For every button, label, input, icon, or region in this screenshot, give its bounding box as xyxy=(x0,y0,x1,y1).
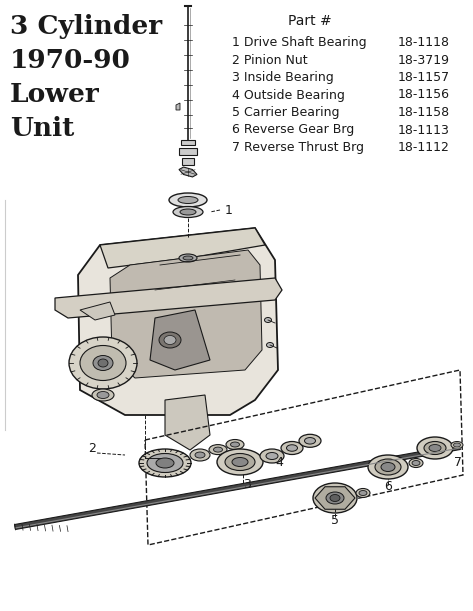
Ellipse shape xyxy=(226,439,244,450)
Ellipse shape xyxy=(260,449,284,463)
Ellipse shape xyxy=(164,335,176,345)
Polygon shape xyxy=(100,228,265,268)
Text: 18-1156: 18-1156 xyxy=(398,89,450,101)
Ellipse shape xyxy=(173,207,203,218)
Text: 5 Carrier Bearing: 5 Carrier Bearing xyxy=(232,106,340,119)
Text: 1: 1 xyxy=(225,203,233,216)
Text: Unit: Unit xyxy=(10,116,74,141)
Ellipse shape xyxy=(147,453,183,472)
Ellipse shape xyxy=(375,459,401,475)
Ellipse shape xyxy=(225,453,255,470)
Text: 18-1112: 18-1112 xyxy=(398,141,450,154)
Ellipse shape xyxy=(180,209,196,215)
Polygon shape xyxy=(179,148,197,155)
Text: 5: 5 xyxy=(331,513,339,527)
Ellipse shape xyxy=(178,197,198,203)
Ellipse shape xyxy=(97,392,109,398)
Ellipse shape xyxy=(232,458,248,467)
Text: 18-3719: 18-3719 xyxy=(398,54,450,67)
Ellipse shape xyxy=(356,489,370,497)
Ellipse shape xyxy=(93,356,113,370)
Polygon shape xyxy=(179,167,197,177)
Polygon shape xyxy=(165,395,210,450)
Ellipse shape xyxy=(330,494,340,502)
Polygon shape xyxy=(80,302,115,320)
Ellipse shape xyxy=(299,434,321,447)
Ellipse shape xyxy=(209,445,227,455)
Ellipse shape xyxy=(156,458,174,468)
Ellipse shape xyxy=(381,463,395,472)
Ellipse shape xyxy=(424,442,446,455)
Polygon shape xyxy=(182,158,194,165)
Text: 1970-90: 1970-90 xyxy=(10,48,131,73)
Ellipse shape xyxy=(287,445,298,452)
Ellipse shape xyxy=(169,193,207,207)
Text: 6 Reverse Gear Brg: 6 Reverse Gear Brg xyxy=(232,123,354,136)
Ellipse shape xyxy=(451,442,463,448)
Ellipse shape xyxy=(266,343,273,348)
Text: 3: 3 xyxy=(243,478,251,491)
Ellipse shape xyxy=(217,449,263,475)
Ellipse shape xyxy=(359,491,367,496)
Text: 2 Pinion Nut: 2 Pinion Nut xyxy=(232,54,307,67)
Polygon shape xyxy=(176,103,180,110)
Polygon shape xyxy=(110,250,262,378)
Ellipse shape xyxy=(326,492,344,504)
Ellipse shape xyxy=(69,337,137,389)
Ellipse shape xyxy=(179,254,197,262)
Text: 18-1118: 18-1118 xyxy=(398,36,450,49)
Ellipse shape xyxy=(139,449,191,477)
Ellipse shape xyxy=(266,453,278,459)
Text: 1 Drive Shaft Bearing: 1 Drive Shaft Bearing xyxy=(232,36,367,49)
Ellipse shape xyxy=(368,455,408,479)
Ellipse shape xyxy=(80,345,126,381)
Ellipse shape xyxy=(454,443,461,447)
Polygon shape xyxy=(150,310,210,370)
Polygon shape xyxy=(15,445,460,530)
Ellipse shape xyxy=(190,449,210,461)
Ellipse shape xyxy=(417,437,453,459)
Polygon shape xyxy=(55,278,282,318)
Ellipse shape xyxy=(98,359,108,367)
Text: 2: 2 xyxy=(88,442,96,455)
Ellipse shape xyxy=(230,442,239,447)
Text: 3 Cylinder: 3 Cylinder xyxy=(10,14,162,39)
Ellipse shape xyxy=(195,452,205,458)
Text: 4: 4 xyxy=(275,455,283,469)
Text: 3 Inside Bearing: 3 Inside Bearing xyxy=(232,71,334,84)
Text: Part #: Part # xyxy=(288,14,332,28)
Text: 18-1113: 18-1113 xyxy=(398,123,450,136)
Ellipse shape xyxy=(92,389,114,401)
Ellipse shape xyxy=(159,332,181,348)
Text: 7: 7 xyxy=(454,455,462,469)
Polygon shape xyxy=(78,228,278,415)
Ellipse shape xyxy=(281,442,303,455)
Ellipse shape xyxy=(313,483,357,513)
Ellipse shape xyxy=(305,437,315,444)
Text: 18-1158: 18-1158 xyxy=(398,106,450,119)
Ellipse shape xyxy=(429,444,441,452)
Ellipse shape xyxy=(264,318,272,323)
Ellipse shape xyxy=(183,256,193,260)
Ellipse shape xyxy=(409,458,423,467)
Polygon shape xyxy=(315,487,355,509)
Ellipse shape xyxy=(213,447,222,452)
Polygon shape xyxy=(181,140,195,145)
Text: 6: 6 xyxy=(384,480,392,494)
Text: 4 Outside Bearing: 4 Outside Bearing xyxy=(232,89,345,101)
Text: Lower: Lower xyxy=(10,82,100,107)
Text: 18-1157: 18-1157 xyxy=(398,71,450,84)
Text: 7 Reverse Thrust Brg: 7 Reverse Thrust Brg xyxy=(232,141,364,154)
Ellipse shape xyxy=(412,461,420,466)
